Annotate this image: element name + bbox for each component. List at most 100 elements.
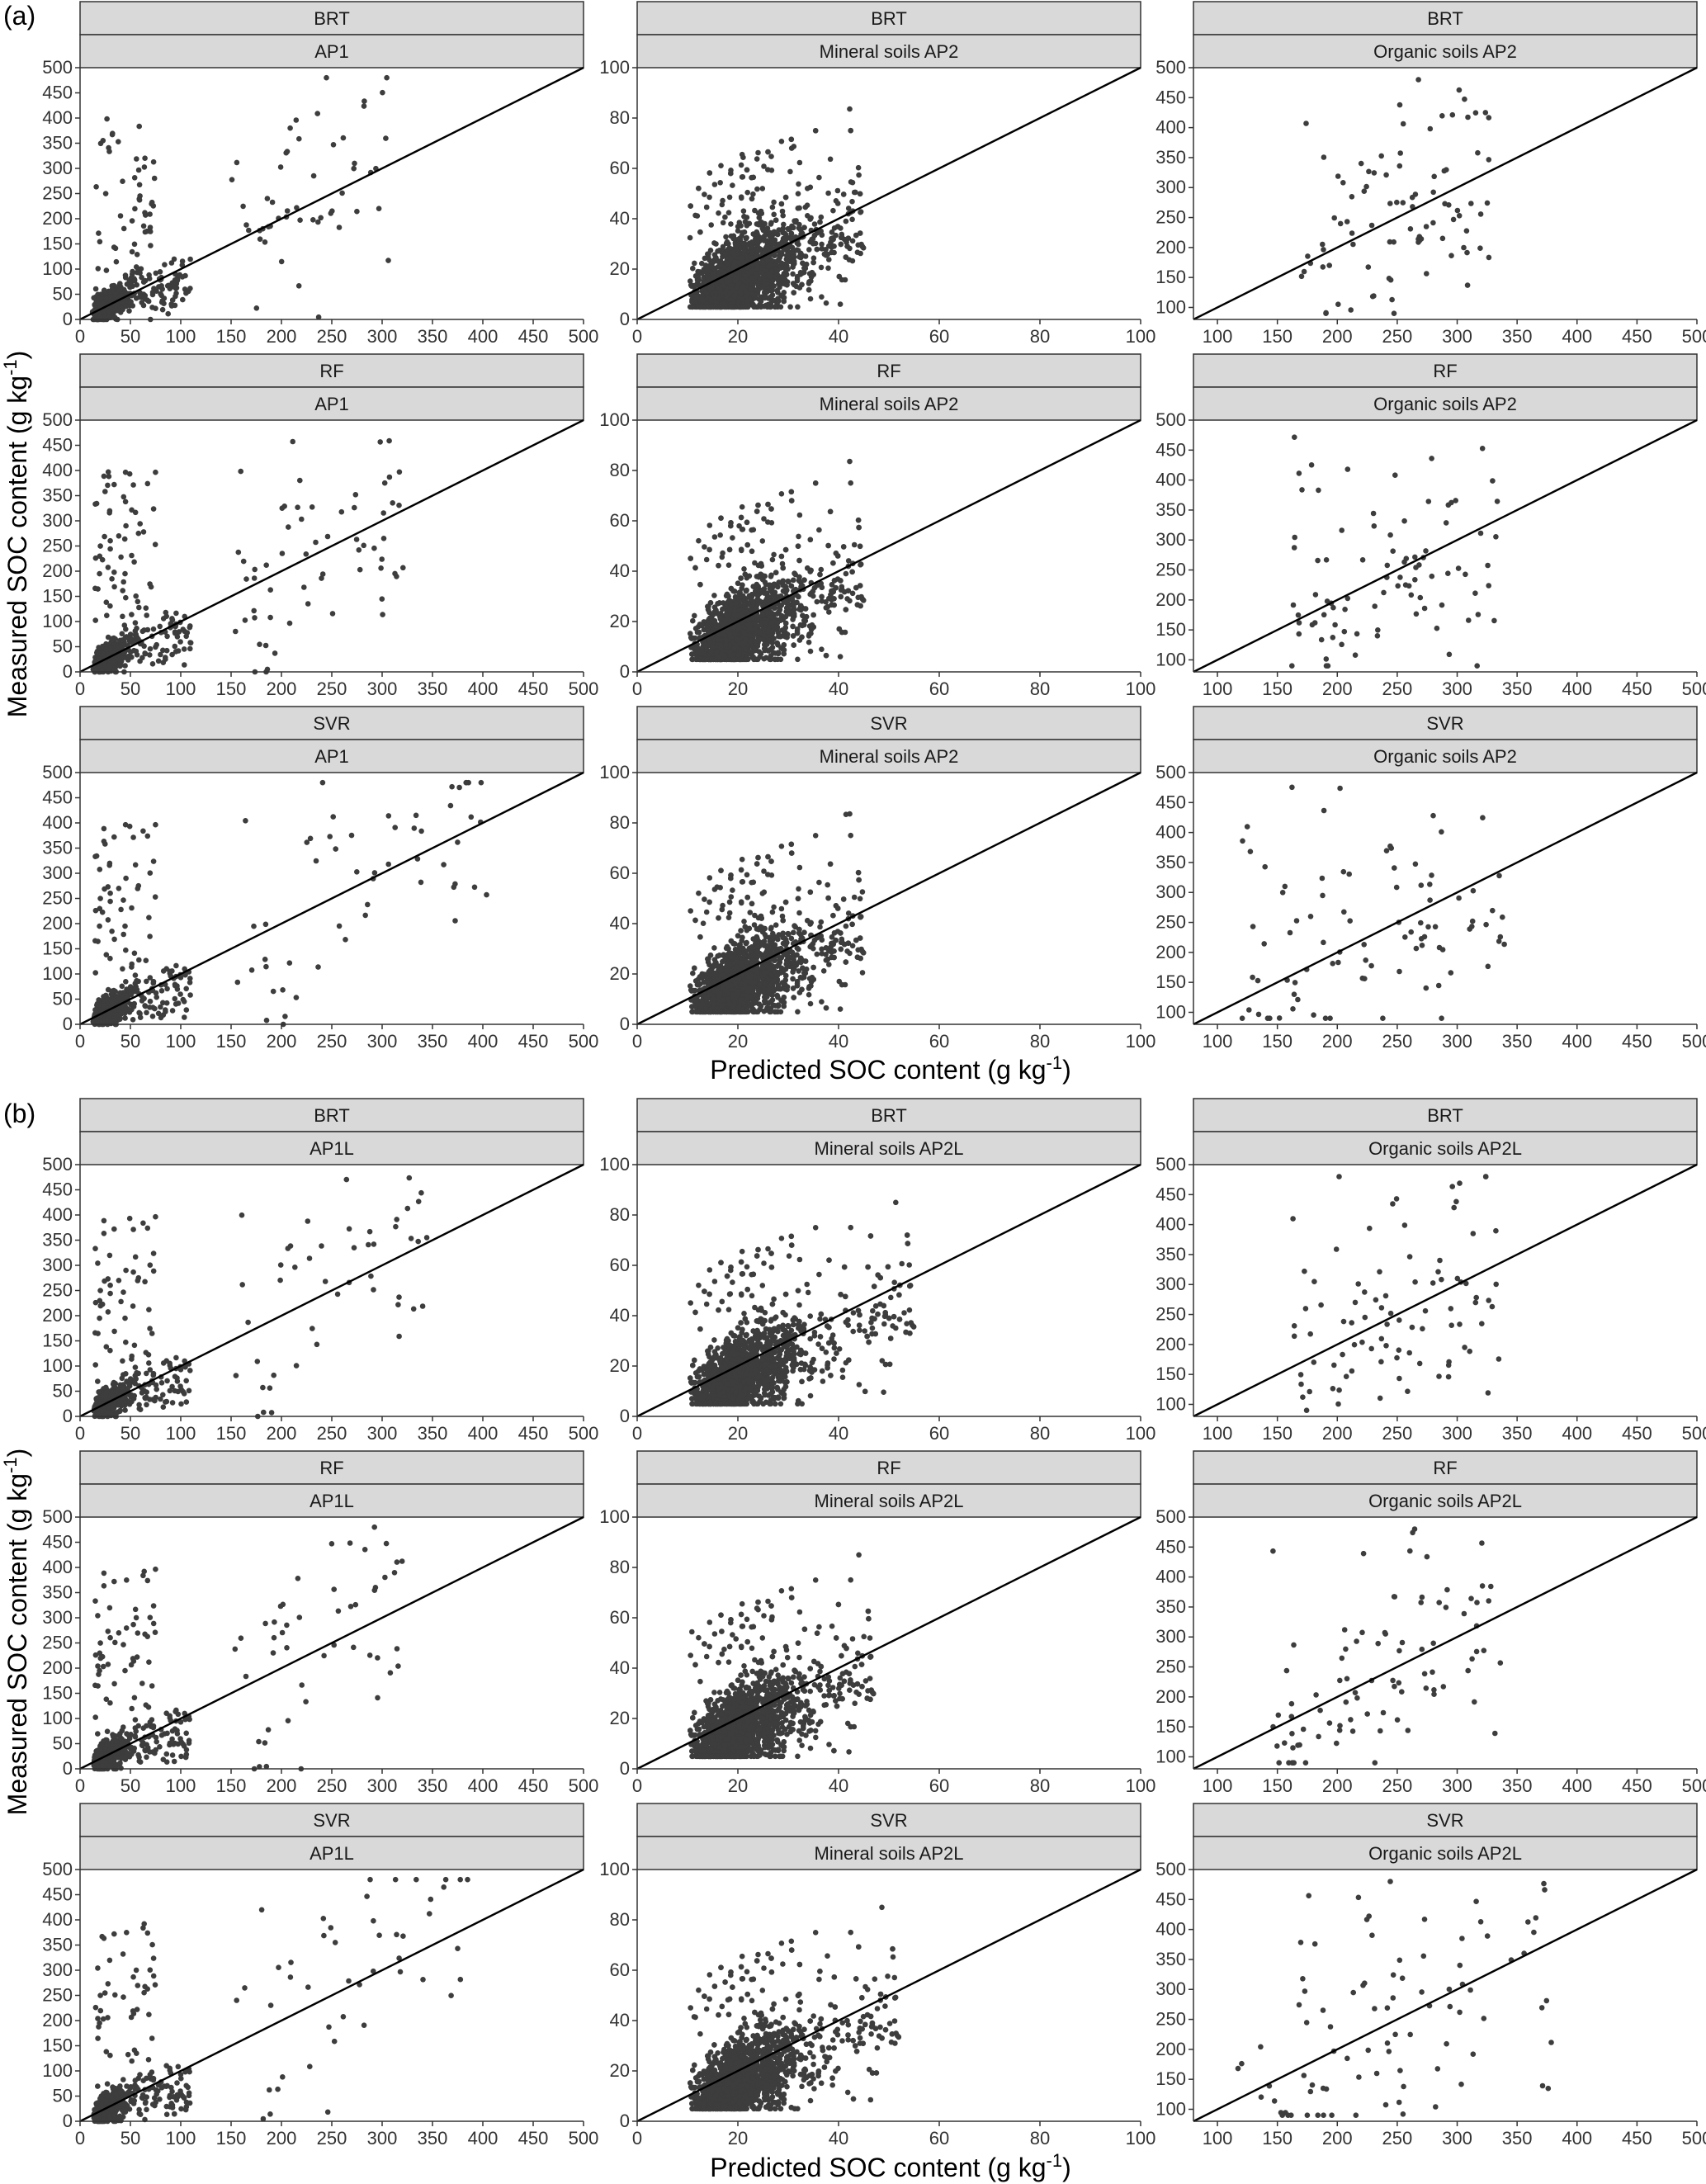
data-point	[390, 500, 396, 506]
data-point	[755, 287, 761, 294]
data-point	[160, 616, 167, 622]
data-point	[696, 537, 702, 544]
data-point	[120, 613, 125, 620]
data-point	[324, 533, 331, 540]
data-point	[187, 256, 193, 262]
x-tick-label: 450	[518, 326, 549, 347]
data-point	[137, 270, 143, 277]
data-point	[768, 220, 774, 226]
y-tick-label: 100	[1155, 296, 1186, 317]
data-point	[1383, 172, 1389, 178]
data-point	[819, 232, 825, 239]
data-point	[286, 524, 291, 530]
data-point	[252, 615, 258, 621]
data-point	[1472, 110, 1479, 116]
data-point	[92, 585, 98, 592]
data-point	[141, 294, 148, 300]
data-point	[796, 241, 801, 248]
data-point	[267, 587, 274, 593]
data-point	[750, 191, 756, 197]
x-tick-label: 80	[1030, 326, 1050, 347]
data-point	[1344, 219, 1350, 225]
data-point	[806, 286, 812, 293]
y-tick-label: 500	[42, 409, 73, 430]
data-point	[269, 199, 276, 206]
data-point	[1430, 220, 1436, 226]
data-point	[716, 285, 721, 291]
data-point	[106, 664, 113, 670]
data-point	[1486, 115, 1492, 121]
data-point	[272, 650, 278, 656]
data-point	[814, 598, 820, 605]
data-point	[105, 482, 111, 489]
data-point	[121, 299, 126, 305]
data-point	[806, 279, 812, 285]
strip-model	[79, 1, 584, 35]
data-point	[796, 205, 802, 211]
data-point	[134, 252, 140, 258]
data-point	[146, 276, 153, 281]
data-point	[1298, 273, 1305, 280]
strip-model-label: BRT	[314, 8, 350, 29]
data-point	[103, 267, 110, 273]
data-point	[826, 257, 832, 262]
data-point	[135, 266, 141, 272]
data-point	[818, 264, 825, 271]
x-tick-label: 50	[121, 678, 140, 699]
x-tick-label: 150	[216, 326, 247, 347]
x-tick-label: 350	[1502, 326, 1533, 347]
data-point	[838, 234, 844, 241]
data-point	[690, 265, 696, 272]
data-point	[150, 506, 157, 512]
data-point	[243, 576, 249, 582]
data-point	[1464, 249, 1470, 256]
data-point	[1400, 200, 1406, 206]
data-point	[858, 209, 863, 215]
data-point	[97, 314, 103, 319]
x-tick-label: 0	[632, 326, 642, 347]
data-point	[778, 139, 785, 144]
y-tick-label: 50	[53, 636, 73, 657]
x-tick-label: 200	[267, 678, 297, 699]
data-point	[795, 304, 801, 310]
data-point	[782, 194, 789, 201]
x-tick-label: 60	[929, 326, 949, 347]
data-point	[240, 203, 246, 210]
data-point	[117, 286, 123, 293]
data-point	[149, 661, 156, 667]
data-point	[859, 243, 866, 250]
data-point	[1482, 110, 1489, 116]
data-point	[739, 547, 744, 554]
data-point	[122, 663, 128, 669]
data-point	[1340, 180, 1346, 186]
data-point	[722, 251, 729, 257]
data-point	[778, 292, 784, 299]
data-point	[756, 221, 762, 228]
data-point	[139, 274, 144, 281]
data-point	[688, 203, 693, 209]
data-point	[357, 566, 363, 573]
data-point	[376, 206, 382, 211]
data-point	[732, 273, 738, 280]
data-point	[744, 222, 750, 229]
data-point	[1331, 215, 1337, 221]
y-tick-label: 60	[610, 158, 630, 178]
data-point	[1439, 113, 1445, 119]
data-point	[182, 662, 187, 668]
y-tick-label: 80	[610, 107, 630, 128]
data-point	[1320, 241, 1326, 248]
data-point	[1415, 77, 1421, 83]
data-point	[781, 298, 787, 305]
x-tick-label: 20	[728, 326, 748, 347]
data-point	[752, 271, 758, 277]
data-point	[847, 106, 853, 112]
data-point	[709, 264, 716, 271]
data-point	[153, 305, 158, 312]
y-tick-label: 40	[610, 208, 630, 229]
data-point	[262, 239, 268, 245]
data-point	[1378, 153, 1384, 159]
data-point	[140, 223, 147, 229]
scatter-points	[89, 74, 391, 323]
